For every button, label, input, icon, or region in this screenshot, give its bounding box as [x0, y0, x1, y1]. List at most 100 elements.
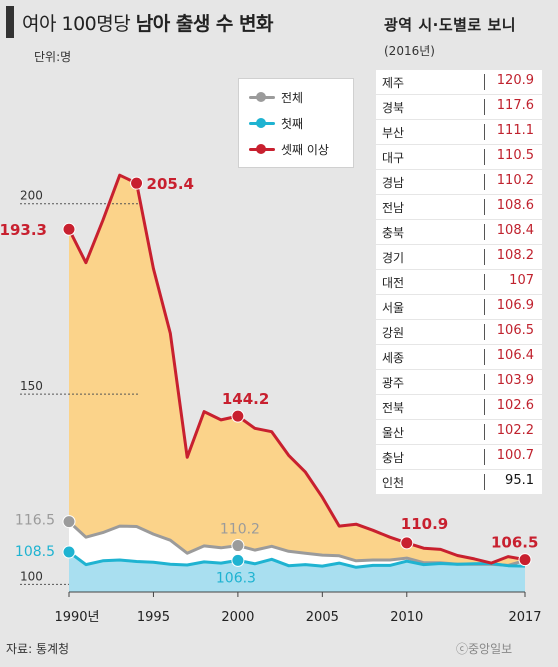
region-name: 제주 — [382, 76, 405, 90]
data-label: 106.5 — [491, 534, 538, 552]
region-name: 광주 — [382, 376, 405, 390]
region-name: 경기 — [382, 251, 405, 265]
data-label: 193.3 — [0, 221, 47, 239]
row-separator — [484, 199, 485, 215]
regional-row: 제주 120.9 — [376, 70, 542, 95]
regional-row: 인천 95.1 — [376, 470, 542, 495]
region-value: 103.9 — [496, 373, 534, 388]
row-separator — [484, 424, 485, 440]
region-value: 100.7 — [496, 448, 534, 463]
region-value: 110.5 — [496, 148, 534, 163]
regional-row: 경남 110.2 — [376, 170, 542, 195]
annotation-marker — [518, 553, 532, 567]
unit-label: 단위:명 — [34, 50, 72, 64]
row-separator — [484, 399, 485, 415]
annotation-marker — [62, 222, 76, 236]
region-name: 울산 — [382, 426, 405, 440]
region-value: 106.4 — [496, 348, 534, 363]
legend-swatch-first — [249, 118, 275, 128]
series-line — [68, 550, 526, 569]
title-bold: 남아 출생 수 변화 — [135, 12, 274, 35]
x-tick-label: 2017 — [508, 610, 541, 625]
row-separator — [484, 249, 485, 265]
row-separator — [484, 374, 485, 390]
row-separator — [484, 149, 485, 165]
source-note: 자료: 통계청 — [6, 642, 70, 656]
y-tick-label: 200 — [20, 189, 43, 203]
annotation-marker — [62, 545, 76, 559]
regional-row: 대구 110.5 — [376, 145, 542, 170]
legend-label-third: 셋째 이상 — [281, 142, 329, 157]
region-value: 95.1 — [505, 473, 534, 488]
region-name: 강원 — [382, 326, 405, 340]
legend-swatch-third — [249, 144, 275, 154]
regional-row: 충북 108.4 — [376, 220, 542, 245]
row-separator — [484, 74, 485, 90]
region-value: 102.6 — [496, 398, 534, 413]
region-name: 대구 — [382, 151, 405, 165]
region-name: 세종 — [382, 351, 405, 365]
row-separator — [484, 324, 485, 340]
annotation-marker — [231, 539, 245, 553]
regional-row: 세종 106.4 — [376, 345, 542, 370]
regional-row: 경북 117.6 — [376, 95, 542, 120]
legend: 전체 첫째 셋째 이상 — [238, 78, 354, 168]
row-separator — [484, 349, 485, 365]
annotation-marker — [62, 515, 76, 529]
row-separator — [484, 474, 485, 490]
row-separator — [484, 299, 485, 315]
annotation-marker — [231, 409, 245, 423]
region-value: 111.1 — [496, 123, 534, 138]
regional-row: 광주 103.9 — [376, 370, 542, 395]
legend-label-first: 첫째 — [281, 116, 304, 131]
data-label: 144.2 — [222, 390, 269, 408]
annotation-marker — [130, 176, 144, 190]
legend-item-third: 셋째 이상 — [249, 139, 329, 159]
x-tick-label: 1990년 — [54, 610, 99, 625]
region-value: 110.2 — [496, 173, 534, 188]
x-tick-label: 2005 — [306, 610, 339, 625]
region-name: 부산 — [382, 126, 405, 140]
region-name: 서울 — [382, 301, 405, 315]
series-line — [67, 173, 526, 565]
region-value: 120.9 — [496, 73, 534, 88]
data-label: 116.5 — [15, 513, 55, 529]
regional-row: 전북 102.6 — [376, 395, 542, 420]
region-value: 108.2 — [496, 248, 534, 263]
region-name: 경남 — [382, 176, 405, 190]
legend-item-first: 첫째 — [249, 113, 303, 133]
region-name: 인천 — [382, 476, 405, 490]
regional-row: 서울 106.9 — [376, 295, 542, 320]
chart-title: 여아 100명당 남아 출생 수 변화 — [0, 0, 274, 44]
total-area-fill — [69, 521, 525, 568]
data-label: 110.9 — [401, 515, 448, 533]
regional-subtitle: (2016년) — [384, 44, 435, 58]
row-separator — [484, 124, 485, 140]
region-name: 충남 — [382, 451, 405, 465]
region-value: 107 — [509, 273, 534, 288]
y-tick-label: 150 — [20, 379, 43, 393]
annotation-marker — [400, 536, 414, 550]
regional-row: 대전 107 — [376, 270, 542, 295]
regional-row: 충남 100.7 — [376, 445, 542, 470]
region-value: 102.2 — [496, 423, 534, 438]
region-name: 충북 — [382, 226, 405, 240]
region-name: 경북 — [382, 101, 405, 115]
x-tick-label: 1995 — [137, 610, 170, 625]
data-label: 110.2 — [220, 522, 260, 538]
region-name: 전남 — [382, 201, 405, 215]
regional-title: 광역 시·도별로 보니 — [384, 16, 517, 34]
region-value: 117.6 — [496, 98, 534, 113]
publisher-logo: ⓒ중앙일보 — [456, 642, 513, 656]
row-separator — [484, 99, 485, 115]
annotation-marker — [231, 553, 245, 567]
regional-row: 부산 111.1 — [376, 120, 542, 145]
regional-row: 경기 108.2 — [376, 245, 542, 270]
regional-row: 울산 102.2 — [376, 420, 542, 445]
regional-row: 전남 108.6 — [376, 195, 542, 220]
region-name: 대전 — [382, 276, 405, 290]
title-accent-bar — [6, 6, 14, 38]
x-tick-label: 2000 — [221, 610, 254, 625]
regional-table: 제주 120.9 경북 117.6 부산 111.1 대구 110.5 경남 110.2 전남 108… — [376, 70, 542, 495]
